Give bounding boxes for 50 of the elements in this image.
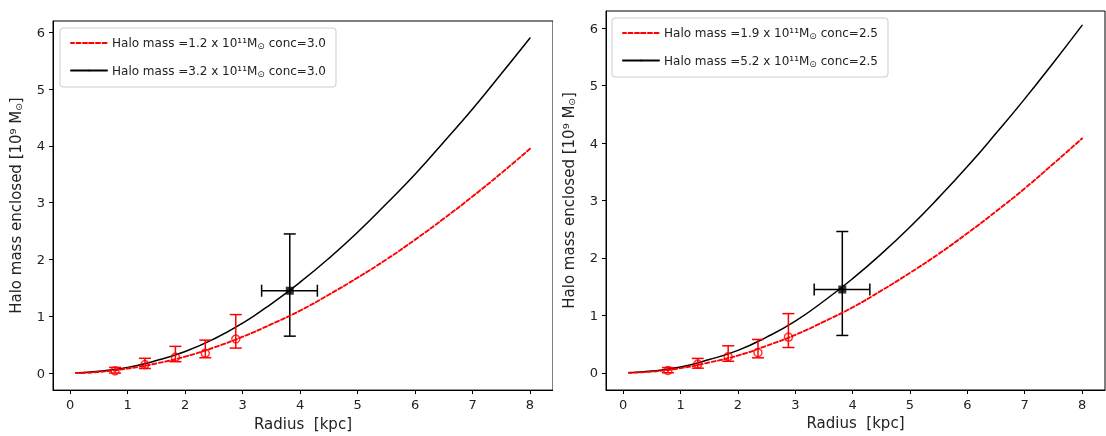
x-tick-label: 2: [181, 397, 190, 413]
legend-label: Halo mass =1.9 x 10¹¹M⊙ conc=2.5: [664, 26, 878, 41]
point: [838, 285, 847, 294]
y-tick-label: 0: [589, 365, 598, 381]
y-tick-label: 5: [589, 78, 598, 94]
legend-label: Halo mass =5.2 x 10¹¹M⊙ conc=2.5: [664, 53, 878, 69]
y-tick-label: 6: [36, 24, 45, 40]
y-tick-label: 1: [36, 308, 45, 324]
x-tick-label: 6: [410, 397, 420, 413]
x-tick-label: 7: [468, 397, 477, 413]
x-tick-label: 0: [619, 397, 628, 412]
line-series: [627, 137, 1084, 374]
x-tick-label: 8: [525, 397, 535, 413]
point: [231, 334, 241, 344]
y-tick-label: 4: [589, 135, 598, 151]
y-tick-label: 0: [36, 365, 45, 381]
x-tick-label: 4: [295, 397, 305, 413]
point: [170, 352, 181, 362]
x-axis-title: Radius [kpc]: [806, 414, 905, 433]
y-tick-label: 3: [589, 193, 598, 208]
point: [723, 351, 733, 362]
line-series: [75, 147, 531, 375]
y-tick-label: 4: [36, 138, 45, 154]
point: [200, 348, 211, 358]
point: [285, 286, 294, 295]
legend-label: Halo mass =1.2 x 10¹¹M⊙ conc=3.0: [112, 36, 326, 51]
x-tick-label: 2: [733, 397, 743, 412]
y-tick-label: 3: [36, 195, 45, 211]
y-tick-label: 2: [589, 250, 598, 266]
y-axis-title: Halo mass enclosed [10⁹ M⊙]: [559, 92, 578, 309]
x-tick-label: 5: [353, 397, 362, 413]
y-axis-title: Halo mass enclosed [10⁹ M⊙]: [6, 97, 25, 314]
x-tick-label: 1: [676, 397, 685, 412]
y-tick-label: 6: [589, 20, 598, 36]
x-tick-label: 7: [1020, 397, 1029, 412]
y-tick-label: 1: [589, 307, 598, 323]
x-tick-label: 1: [123, 397, 132, 413]
x-axis-title: Radius [kpc]: [254, 414, 352, 433]
x-tick-label: 3: [791, 397, 800, 412]
y-tick-label: 5: [36, 81, 45, 97]
x-tick-label: 6: [963, 397, 972, 412]
y-tick-label: 2: [36, 252, 45, 267]
x-tick-label: 3: [238, 397, 247, 413]
x-tick-label: 4: [848, 397, 857, 412]
point: [783, 332, 794, 342]
legend-label: Halo mass =3.2 x 10¹¹M⊙ conc=3.0: [112, 63, 326, 79]
x-tick-label: 0: [66, 397, 75, 413]
x-tick-label: 8: [1077, 397, 1087, 412]
point: [753, 347, 763, 358]
x-tick-label: 5: [905, 397, 915, 412]
